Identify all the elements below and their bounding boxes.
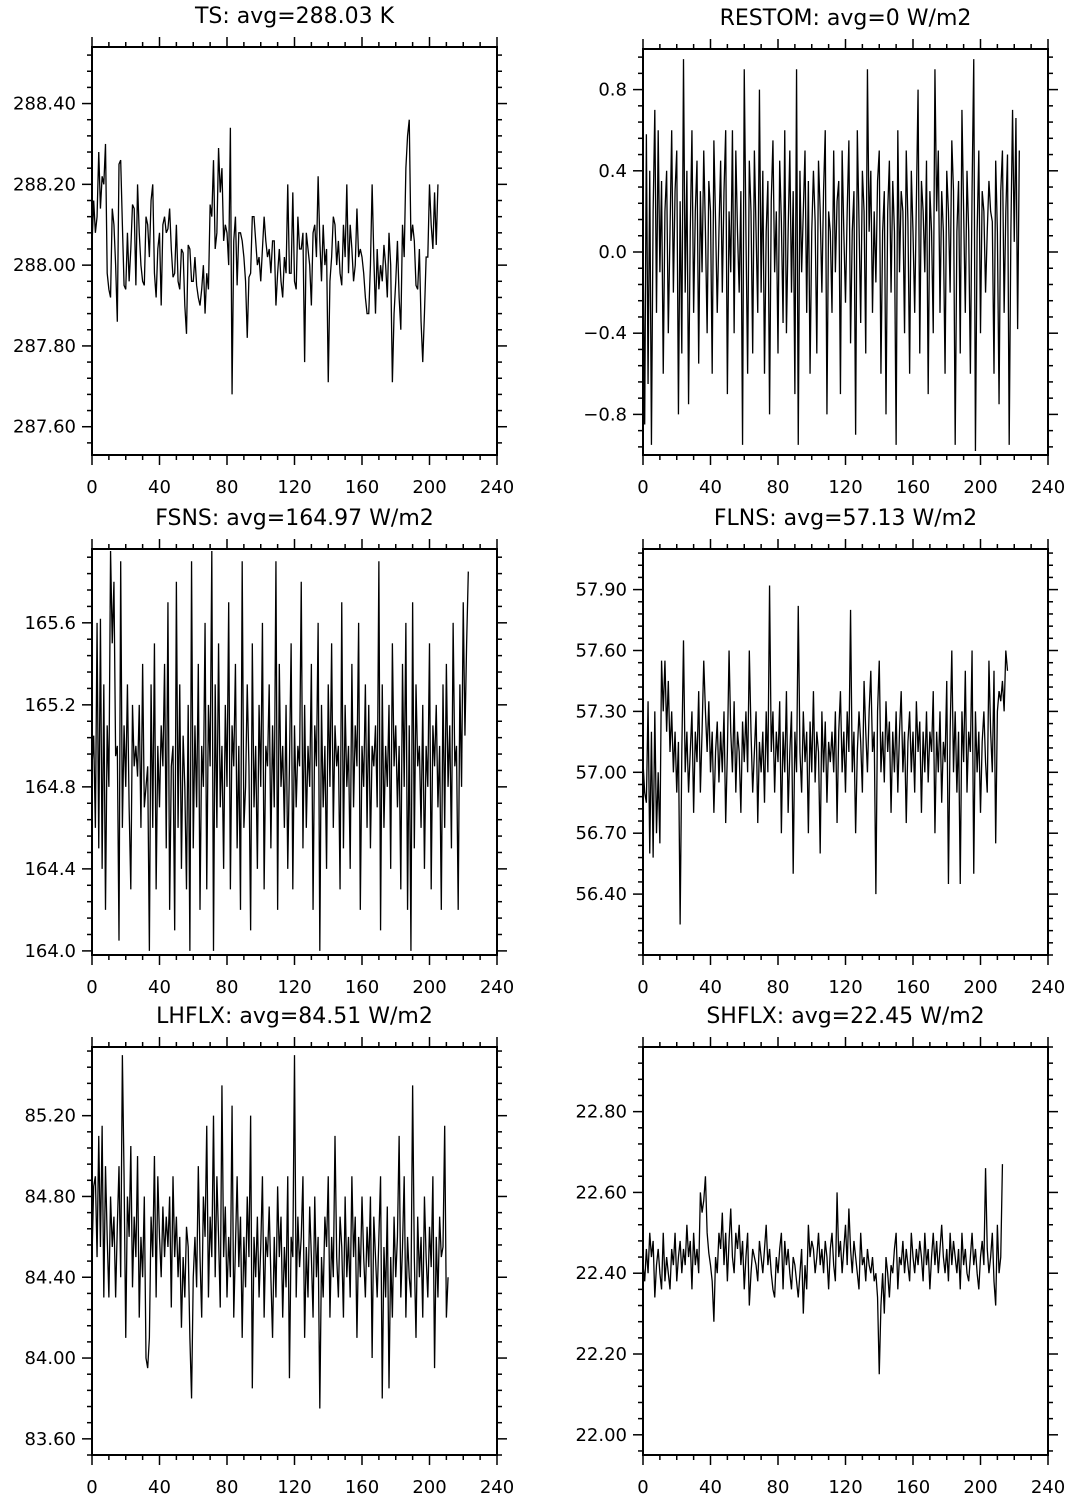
y-tick-label: 0.0 (598, 242, 627, 263)
x-tick-label: 160 (345, 477, 379, 498)
chart-panel-4: FLNS: avg=57.13 W/m2 0 40 80 120 160 200 240 56.… (575, 506, 1065, 998)
x-tick-label: 0 (637, 977, 648, 998)
y-tick-label: 57.90 (575, 580, 627, 601)
x-tick-label: 40 (148, 477, 171, 498)
chart-panel-2: RESTOM: avg=0 W/m2 0 40 80 120 160 200 240 −0.8 −… (583, 6, 1065, 498)
x-tick-label: 80 (216, 1477, 239, 1494)
x-tick-label: 120 (828, 977, 862, 998)
x-tick-label: 200 (412, 977, 446, 998)
chart-title: TS: avg=288.03 K (194, 4, 395, 29)
x-tick-label: 240 (480, 477, 514, 498)
y-tick-label: 57.00 (575, 762, 627, 783)
x-tick-label: 40 (699, 977, 722, 998)
x-tick-label: 40 (148, 977, 171, 998)
x-tick-label: 80 (767, 477, 790, 498)
chart-panel-1: TS: avg=288.03 K 0 40 80 120 160 200 240 287.60 2… (13, 4, 514, 498)
chart-title: RESTOM: avg=0 W/m2 (720, 6, 972, 31)
y-tick-label: 287.60 (13, 417, 76, 438)
x-tick-label: 80 (767, 977, 790, 998)
y-tick-label: 164.0 (24, 941, 76, 962)
y-tick-label: 85.20 (24, 1106, 76, 1127)
y-tick-label: 288.40 (13, 94, 76, 115)
x-tick-label: 40 (148, 1477, 171, 1494)
chart-title: SHFLX: avg=22.45 W/m2 (706, 1004, 984, 1029)
y-tick-label: 0.4 (598, 161, 627, 182)
x-tick-label: 120 (828, 1477, 862, 1494)
x-tick-label: 80 (216, 977, 239, 998)
x-tick-label: 80 (216, 477, 239, 498)
y-tick-label: 22.20 (575, 1344, 627, 1365)
x-tick-label: 0 (86, 1477, 97, 1494)
x-tick-label: 240 (480, 1477, 514, 1494)
x-tick-label: 40 (699, 477, 722, 498)
x-tick-label: 240 (1031, 977, 1065, 998)
series-line (92, 1055, 449, 1409)
series-line (92, 551, 469, 951)
y-tick-label: 57.60 (575, 641, 627, 662)
chart-panel-5: LHFLX: avg=84.51 W/m2 0 40 80 120 160 200 240 83… (24, 1004, 514, 1494)
x-tick-label: 200 (963, 477, 997, 498)
series-line (643, 59, 1020, 451)
y-tick-label: 57.30 (575, 701, 627, 722)
x-tick-label: 120 (277, 977, 311, 998)
chart-title: LHFLX: avg=84.51 W/m2 (156, 1004, 433, 1029)
y-tick-label: 84.40 (24, 1267, 76, 1288)
x-tick-label: 200 (412, 1477, 446, 1494)
y-tick-label: −0.8 (583, 404, 627, 425)
chart-title: FSNS: avg=164.97 W/m2 (155, 506, 434, 531)
y-tick-label: 165.6 (24, 613, 76, 634)
x-tick-label: 240 (1031, 477, 1065, 498)
y-tick-label: 22.80 (575, 1102, 627, 1123)
x-tick-label: 120 (277, 1477, 311, 1494)
x-tick-label: 240 (1031, 1477, 1065, 1494)
x-tick-label: 240 (480, 977, 514, 998)
y-tick-label: 56.70 (575, 823, 627, 844)
y-tick-label: 22.40 (575, 1263, 627, 1284)
x-tick-label: 200 (412, 477, 446, 498)
y-tick-label: 164.8 (24, 777, 76, 798)
x-tick-label: 160 (345, 977, 379, 998)
series-line (643, 1164, 1004, 1375)
x-tick-label: 200 (963, 1477, 997, 1494)
x-tick-label: 0 (637, 477, 648, 498)
y-tick-label: −0.4 (583, 323, 627, 344)
y-tick-label: 165.2 (24, 695, 76, 716)
x-tick-label: 160 (896, 477, 930, 498)
y-tick-label: 84.80 (24, 1186, 76, 1207)
x-tick-label: 120 (277, 477, 311, 498)
y-tick-label: 0.8 (598, 80, 627, 101)
series-line (92, 119, 439, 395)
x-tick-label: 200 (963, 977, 997, 998)
x-tick-label: 160 (896, 1477, 930, 1494)
y-tick-label: 164.4 (24, 859, 76, 880)
y-tick-label: 83.60 (24, 1429, 76, 1450)
x-tick-label: 80 (767, 1477, 790, 1494)
y-tick-label: 22.00 (575, 1425, 627, 1446)
x-tick-label: 160 (345, 1477, 379, 1494)
chart-panel-3: FSNS: avg=164.97 W/m2 0 40 80 120 160 200 240 16… (24, 506, 514, 998)
x-tick-label: 160 (896, 977, 930, 998)
y-tick-label: 287.80 (13, 336, 76, 357)
y-tick-label: 22.60 (575, 1182, 627, 1203)
y-tick-label: 56.40 (575, 884, 627, 905)
y-tick-label: 288.20 (13, 174, 76, 195)
x-tick-label: 40 (699, 1477, 722, 1494)
x-tick-label: 0 (637, 1477, 648, 1494)
y-tick-label: 84.00 (24, 1348, 76, 1369)
x-tick-label: 0 (86, 477, 97, 498)
x-tick-label: 0 (86, 977, 97, 998)
series-line (643, 585, 1009, 925)
x-tick-label: 120 (828, 477, 862, 498)
chart-panel-6: SHFLX: avg=22.45 W/m2 0 40 80 120 160 200 240 22… (575, 1004, 1065, 1494)
y-tick-label: 288.00 (13, 255, 76, 276)
chart-title: FLNS: avg=57.13 W/m2 (714, 506, 977, 531)
